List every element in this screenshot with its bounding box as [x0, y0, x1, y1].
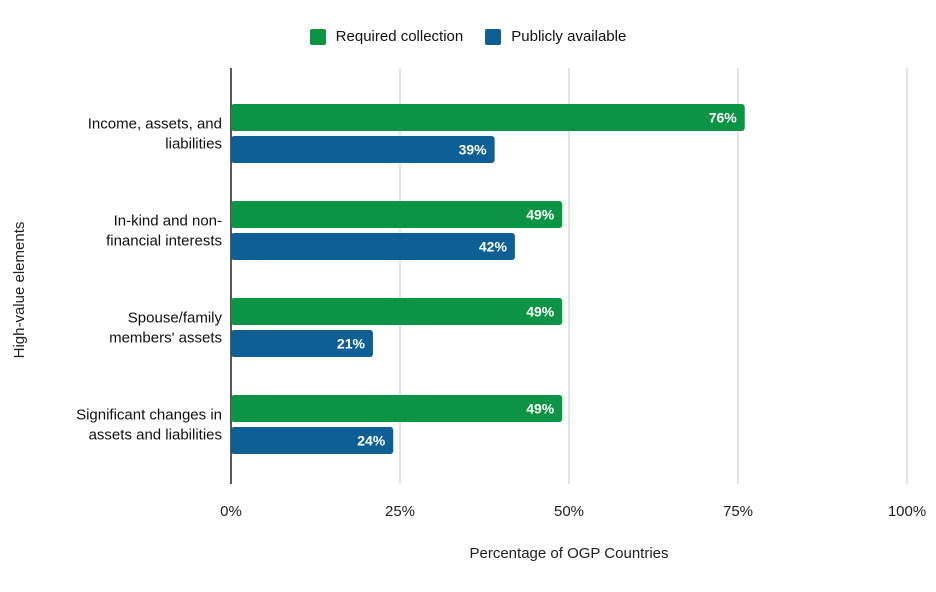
- bar: [231, 201, 563, 228]
- legend-swatch-publicly-available: [485, 28, 502, 45]
- y-axis-title: High-value elements: [11, 222, 28, 359]
- category-label: In-kind and non-: [114, 213, 222, 230]
- bar: [231, 395, 563, 422]
- data-label: 21%: [337, 336, 366, 352]
- bar: [231, 233, 515, 260]
- bar: [231, 427, 394, 454]
- data-label: 49%: [526, 207, 555, 223]
- category-label: liabilities: [165, 136, 222, 153]
- x-tick-label: 100%: [888, 503, 926, 520]
- category-label: Significant changes in: [76, 407, 222, 424]
- category-label: financial interests: [106, 233, 222, 250]
- bar: [231, 136, 495, 163]
- category-label: members' assets: [109, 330, 222, 347]
- legend-item-publicly-available: Publicly available: [485, 28, 626, 45]
- data-label: 76%: [709, 110, 738, 126]
- legend: Required collection Publicly available: [0, 28, 936, 45]
- legend-label-publicly-available: Publicly available: [511, 28, 627, 45]
- x-tick-label: 0%: [220, 503, 242, 520]
- category-label: assets and liabilities: [89, 427, 222, 444]
- bar: [231, 330, 373, 357]
- x-axis-title: Percentage of OGP Countries: [470, 545, 669, 562]
- data-label: 49%: [526, 401, 555, 417]
- data-label: 24%: [357, 433, 386, 449]
- data-label: 42%: [479, 239, 508, 255]
- legend-swatch-required-collection: [309, 28, 326, 45]
- data-label: 39%: [459, 142, 488, 158]
- x-tick-label: 75%: [723, 503, 753, 520]
- x-tick-label: 25%: [385, 503, 415, 520]
- bar: [231, 298, 563, 325]
- legend-label-required-collection: Required collection: [335, 28, 464, 45]
- data-label: 49%: [526, 304, 555, 320]
- bar: [231, 104, 745, 131]
- legend-item-required-collection: Required collection: [309, 28, 464, 45]
- category-label: Spouse/family: [128, 310, 223, 327]
- x-tick-label: 50%: [554, 503, 584, 520]
- category-label: Income, assets, and: [88, 116, 222, 133]
